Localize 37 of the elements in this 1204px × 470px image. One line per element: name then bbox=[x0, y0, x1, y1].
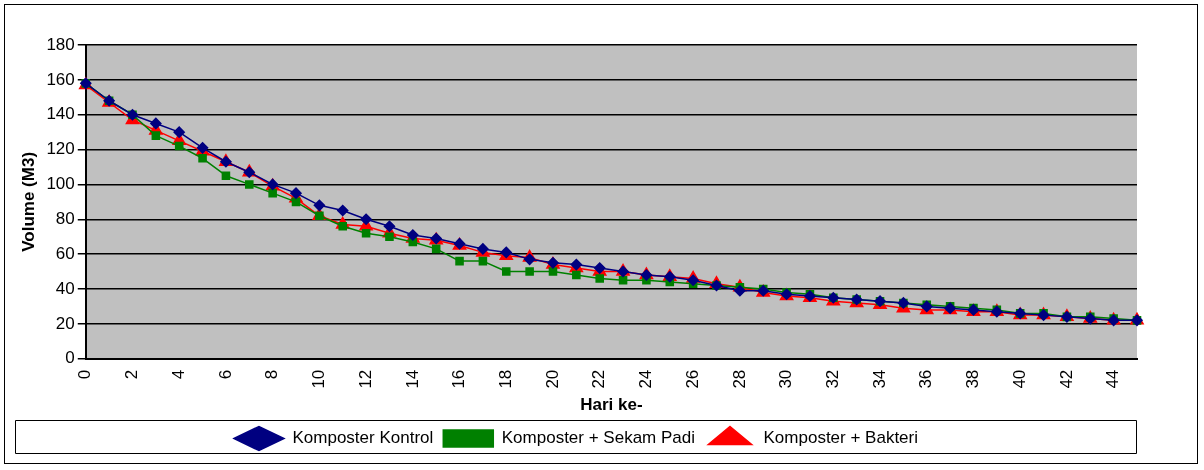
legend-label: Komposter + Sekam Padi bbox=[501, 428, 696, 448]
x-tick-label: 24 bbox=[636, 369, 656, 389]
x-tick-label: 18 bbox=[495, 369, 515, 389]
x-tick-label: 8 bbox=[262, 369, 282, 380]
x-tick-label: 2 bbox=[122, 369, 142, 380]
x-tick-label: 36 bbox=[916, 369, 936, 389]
x-tick-label: 44 bbox=[1103, 369, 1123, 389]
legend-label: Komposter + Bakteri bbox=[763, 428, 919, 448]
x-tick-label: 22 bbox=[589, 369, 609, 389]
x-tick-label: 26 bbox=[682, 369, 702, 389]
y-tick-label: 80 bbox=[55, 208, 75, 228]
y-axis-title: Volume (M3) bbox=[18, 151, 38, 252]
y-tick-label: 160 bbox=[46, 69, 75, 89]
y-tick-label: 180 bbox=[46, 34, 75, 54]
x-tick-label: 10 bbox=[309, 369, 329, 389]
x-tick-label: 28 bbox=[729, 369, 749, 389]
x-tick-label: 42 bbox=[1056, 369, 1076, 389]
x-tick-label: 6 bbox=[215, 369, 235, 380]
x-tick-label: 14 bbox=[402, 369, 422, 389]
x-tick-label: 4 bbox=[168, 369, 188, 380]
x-tick-label: 20 bbox=[542, 369, 562, 389]
x-axis-title: Hari ke- bbox=[580, 395, 643, 415]
legend-label: Komposter Kontrol bbox=[292, 428, 434, 448]
x-tick-label: 34 bbox=[869, 369, 889, 389]
x-tick-label: 16 bbox=[449, 369, 469, 389]
y-tick-label: 40 bbox=[55, 278, 75, 298]
y-tick-label: 20 bbox=[55, 313, 75, 333]
x-tick-label: 0 bbox=[75, 369, 95, 380]
y-tick-label: 60 bbox=[55, 243, 75, 263]
x-tick-label: 40 bbox=[1009, 369, 1029, 389]
x-tick-label: 38 bbox=[963, 369, 983, 389]
y-tick-label: 140 bbox=[46, 104, 75, 124]
x-tick-label: 12 bbox=[355, 369, 375, 389]
x-tick-label: 30 bbox=[776, 369, 796, 389]
x-tick-label: 32 bbox=[823, 369, 842, 389]
y-tick-label: 120 bbox=[46, 139, 75, 159]
y-tick-label: 100 bbox=[46, 174, 75, 194]
